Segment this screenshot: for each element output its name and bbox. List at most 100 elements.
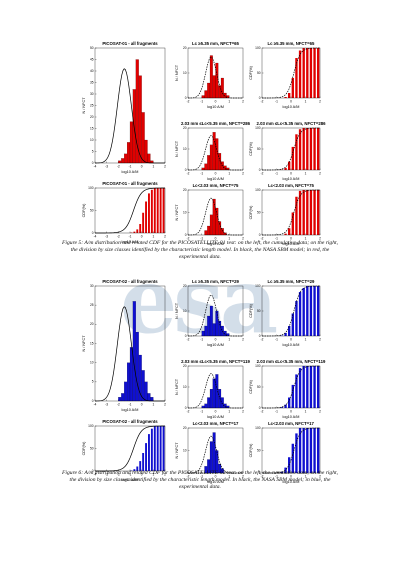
x-tick-label: -2 [261,474,264,478]
bar [295,134,298,170]
y-tick-label: 10 [183,210,187,214]
x-tick-label: 2 [242,171,244,175]
x-tick-label: 1 [305,171,307,175]
model-curve [262,127,321,171]
x-tick-label: 0 [215,474,217,478]
x-tick-label: 0 [215,99,217,103]
y-axis-label: CDF(%) [249,303,253,317]
bar [288,93,291,98]
bar [118,397,122,402]
y-tick-label: 100 [255,284,261,288]
x-axis-label: log10 A/M [122,240,139,244]
y-tick-label: 0 [185,233,187,237]
y-tick-label: 20 [183,126,187,130]
x-tick-label: 2 [242,474,244,478]
bar [207,155,211,171]
bar [121,393,125,402]
x-tick-label: -3 [105,472,108,476]
bar [132,89,136,164]
bar [142,212,145,233]
bar [209,144,213,171]
plot-frame [94,187,166,234]
bar [291,313,294,336]
bar [302,366,305,408]
x-tick-label: -1 [200,337,203,341]
x-tick-label: -2 [187,409,190,413]
bar [204,325,208,337]
x-tick-label: 0 [141,164,143,168]
x-tick-label: -2 [117,234,120,238]
bar [302,128,305,170]
x-axis-label: log10 A/M [283,177,300,181]
x-tick-label: -2 [187,99,190,103]
x-axis-label: log10 A/M [207,105,224,109]
x-tick-label: 2 [164,234,166,238]
bar [212,75,216,99]
bar [201,405,205,409]
y-axis-label: CDF(%) [82,203,86,217]
bar [298,428,302,473]
x-tick-label: 1 [228,474,230,478]
bar [291,384,294,408]
bar [142,453,145,471]
bar [148,193,150,233]
bar [313,190,316,235]
plot-frame [94,285,166,402]
bar [280,471,284,473]
y-tick-label: 50 [257,448,261,452]
x-tick-label: 1 [152,472,154,476]
bar [295,374,298,408]
bar [147,153,151,164]
bar [295,301,298,336]
x-tick-label: 2 [319,409,321,413]
bar [302,428,305,473]
bar [139,224,142,233]
x-tick-label: -1 [200,474,203,478]
x-axis-label: log10 A/M [283,105,300,109]
bar [298,368,302,408]
bar [215,207,219,236]
bar [207,82,211,99]
x-axis-label: log10 A/M [207,480,224,484]
bar [298,129,302,170]
y-tick-label: 50 [90,446,94,450]
x-tick-label: -2 [117,472,120,476]
y-axis-label: CDF(%) [249,443,253,457]
bar [317,190,320,235]
y-tick-label: 20 [183,188,187,192]
bar [156,188,159,233]
bar [306,286,309,336]
x-axis-label: log10 A/M [283,480,300,484]
bar [291,443,294,473]
x-tick-label: -2 [261,337,264,341]
bar [124,153,128,164]
plot-frame [261,427,321,474]
panel-title: PICOSAT-01 - all fragments [102,41,158,46]
bar [298,50,302,98]
panel-title: 2.03 mm ≤Lc<5.35 mm, NFCT=286 [181,121,251,126]
bar [215,310,219,337]
plot-frame [187,189,244,236]
bar [280,407,284,408]
x-tick-label: -1 [275,337,278,341]
y-axis-label: CDF(%) [249,65,253,79]
bar [215,62,219,99]
bar [144,381,148,402]
bar [218,320,222,337]
bar [295,196,298,235]
bar [136,466,139,471]
x-tick-label: 1 [228,409,230,413]
plot-frame [187,47,244,99]
x-axis-label: log10 A/M [283,343,300,347]
x-tick-label: 2 [164,472,166,476]
y-tick-label: 0 [259,96,261,100]
bar [207,225,211,236]
bar [288,228,291,235]
y-tick-label: 100 [255,426,261,430]
bar [288,161,291,170]
y-tick-label: 50 [257,71,261,75]
plot-frame [261,189,321,236]
bar [124,381,128,402]
y-tick-label: 20 [183,364,187,368]
